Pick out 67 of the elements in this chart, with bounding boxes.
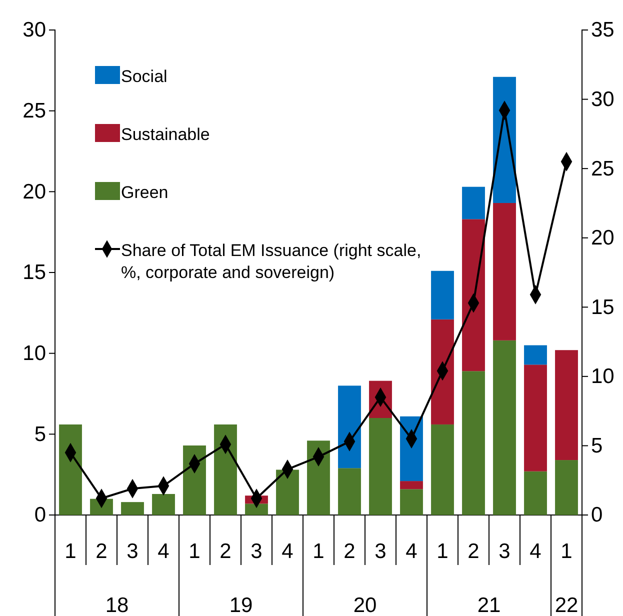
x-tick-label: 1 bbox=[188, 540, 200, 563]
y-tick-label: 0 bbox=[34, 504, 46, 527]
bar bbox=[276, 470, 299, 515]
bar bbox=[493, 202, 516, 340]
y2-tick-label: 20 bbox=[591, 226, 614, 250]
x-tick-label: 3 bbox=[126, 540, 138, 563]
bar bbox=[462, 371, 485, 515]
bar bbox=[555, 350, 578, 460]
x-tick-label: 4 bbox=[158, 540, 170, 563]
y-tick-label: 20 bbox=[22, 180, 46, 204]
legend-label: Social bbox=[121, 67, 168, 86]
x-tick-label: 1 bbox=[64, 540, 76, 563]
bar bbox=[493, 340, 516, 515]
x-tick-label: 1 bbox=[312, 540, 324, 563]
y2-tick-label: 30 bbox=[591, 88, 614, 112]
y2-tick-label: 35 bbox=[591, 18, 614, 42]
text: 18 bbox=[105, 594, 129, 616]
y2-tick-label: 0 bbox=[591, 504, 603, 527]
x-tick-label: 3 bbox=[250, 540, 262, 563]
bar bbox=[431, 270, 454, 320]
text: 21 bbox=[477, 594, 501, 616]
text: 20 bbox=[353, 594, 377, 616]
bar bbox=[183, 445, 206, 515]
x-tick-label: 4 bbox=[406, 540, 418, 563]
bar bbox=[524, 364, 547, 472]
x-tick-label: 3 bbox=[498, 540, 510, 563]
x-tick-label: 1 bbox=[560, 540, 572, 563]
bar bbox=[462, 219, 485, 372]
bar bbox=[59, 424, 82, 515]
y2-tick-label: 15 bbox=[591, 296, 614, 319]
bar bbox=[214, 424, 237, 515]
x-tick-label: 2 bbox=[344, 540, 356, 563]
bar bbox=[307, 440, 330, 515]
bar bbox=[462, 186, 485, 220]
bar bbox=[400, 481, 423, 490]
legend-label: Green bbox=[121, 183, 168, 202]
x-tick-label: 2 bbox=[220, 540, 232, 563]
bar bbox=[121, 502, 144, 515]
bar bbox=[152, 494, 175, 515]
x-tick-label: 2 bbox=[468, 540, 480, 563]
bar bbox=[245, 504, 268, 515]
bar bbox=[400, 489, 423, 515]
bar bbox=[524, 345, 547, 365]
y-tick-label: 25 bbox=[22, 100, 46, 123]
x-tick-label: 1 bbox=[436, 540, 448, 563]
text: 22 bbox=[554, 594, 578, 616]
text: 19 bbox=[229, 594, 253, 616]
bar bbox=[524, 471, 547, 515]
y-tick-label: 30 bbox=[22, 18, 46, 42]
x-tick-label: 2 bbox=[96, 540, 108, 563]
y2-tick-label: 10 bbox=[591, 365, 614, 388]
x-tick-label: 4 bbox=[530, 540, 542, 563]
y-tick-label: 10 bbox=[22, 342, 46, 366]
bar bbox=[338, 468, 361, 515]
x-tick-label: 3 bbox=[374, 540, 386, 563]
bar bbox=[338, 386, 361, 468]
bar bbox=[555, 460, 578, 515]
legend-label: Share of Total EM Issuance (right scale, %, corporate and sovereign) bbox=[121, 241, 422, 282]
bar bbox=[369, 418, 392, 515]
y2-tick-label: 5 bbox=[591, 434, 603, 458]
bar bbox=[431, 319, 454, 424]
bar bbox=[431, 424, 454, 515]
y2-tick-label: 25 bbox=[591, 157, 614, 180]
legend-label: Sustainable bbox=[121, 125, 210, 144]
y-tick-label: 5 bbox=[34, 422, 46, 446]
y-tick-label: 15 bbox=[22, 261, 46, 284]
x-tick-label: 4 bbox=[282, 540, 294, 563]
